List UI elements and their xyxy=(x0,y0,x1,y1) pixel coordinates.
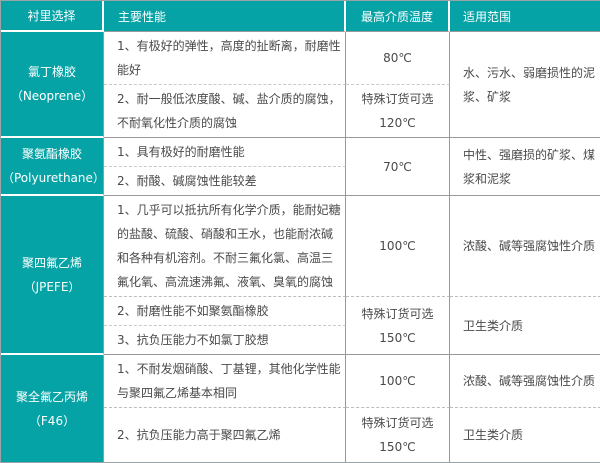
range-cell: 卫生类介质 xyxy=(450,297,600,355)
performance-cell: 2、耐一般低浓度酸、碱、盐介质的腐蚀，不耐氧化性介质的腐蚀 xyxy=(104,85,346,138)
table-row: 2、耐酸、碱腐蚀性能较差 xyxy=(1,167,600,196)
table-row: 2、耐一般低浓度酸、碱、盐介质的腐蚀，不耐氧化性介质的腐蚀 特殊订货可选 120… xyxy=(1,85,600,138)
temperature-cell: 特殊订货可选 150℃ xyxy=(346,297,450,355)
temperature-cell: 特殊订货可选 120℃ xyxy=(346,85,450,138)
table-row: 2、耐磨性能不如聚氨酯橡胶 特殊订货可选 150℃ 卫生类介质 xyxy=(1,297,600,355)
temperature-cell: 70℃ xyxy=(346,138,450,196)
performance-cell: 2、耐酸、碱腐蚀性能较差 xyxy=(104,167,346,196)
temperature-cell: 100℃ xyxy=(346,355,450,408)
performance-cell: 2、耐磨性能不如聚氨酯橡胶 xyxy=(104,297,346,326)
range-cell: 浓酸、碱等强腐蚀性介质 xyxy=(450,355,600,408)
lining-cell-neoprene: 氯丁橡胶 （Neoprene） xyxy=(1,32,104,138)
performance-cell: 1、具有极好的耐磨性能 xyxy=(104,138,346,167)
header-range: 适用范围 xyxy=(450,1,600,32)
performance-cell: 3、抗负压能力不如氯丁胶想 xyxy=(104,326,346,355)
header-row: 衬里选择 主要性能 最高介质温度 适用范围 xyxy=(1,1,600,32)
temperature-cell: 特殊订货可选 150℃ xyxy=(346,408,450,462)
header-lining: 衬里选择 xyxy=(1,1,104,32)
table-row: 聚氨酯橡胶 （Polyurethane） 1、具有极好的耐磨性能 70℃ 中性、… xyxy=(1,138,600,196)
range-cell: 水、污水、弱磨损性的泥浆、矿浆 xyxy=(450,32,600,138)
temperature-cell: 100℃ xyxy=(346,196,450,297)
performance-cell: 1、有极好的弹性，高度的扯断离，耐磨性能好 xyxy=(104,32,346,85)
table-row: 聚全氟乙丙烯 （F46） 1、不耐发烟硝酸、丁基锂，其他化学性能与聚四氟乙烯基本… xyxy=(1,355,600,462)
range-cell: 中性、强磨损的矿浆、煤浆和泥浆 xyxy=(450,138,600,196)
lining-cell-f46: 聚全氟乙丙烯 （F46） xyxy=(1,355,104,462)
lining-cell-polyurethane: 聚氨酯橡胶 （Polyurethane） xyxy=(1,138,104,196)
range-cell: 浓酸、碱等强腐蚀性介质 xyxy=(450,196,600,297)
performance-cell: 2、抗负压能力高于聚四氟乙烯 xyxy=(104,408,346,462)
table-row: 氯丁橡胶 （Neoprene） 1、有极好的弹性，高度的扯断离，耐磨性能好 80… xyxy=(1,32,600,138)
lining-cell-jpefe: 聚四氟乙烯 （JPEFE） xyxy=(1,196,104,355)
range-cell: 卫生类介质 xyxy=(463,428,524,442)
table-row: 聚四氟乙烯 （JPEFE） 1、几乎可以抵抗所有化学介质，能耐妃糖的盐酸、硫酸、… xyxy=(1,196,600,355)
header-performance: 主要性能 xyxy=(104,1,346,32)
header-max-temp: 最高介质温度 xyxy=(346,1,450,32)
temperature-cell: 80℃ xyxy=(346,32,450,85)
table-row: 3、抗负压能力不如氯丁胶想 xyxy=(1,326,600,355)
performance-cell: 1、几乎可以抵抗所有化学介质，能耐妃糖的盐酸、硫酸、硝酸和王水，也能耐浓碱和各种… xyxy=(104,196,346,297)
performance-cell: 1、不耐发烟硝酸、丁基锂，其他化学性能与聚四氟乙烯基本相同 xyxy=(104,355,346,408)
